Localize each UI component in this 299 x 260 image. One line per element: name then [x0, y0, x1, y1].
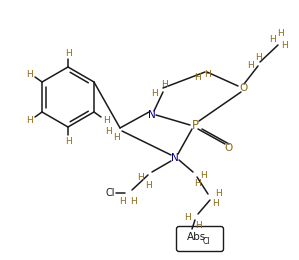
Text: H: H — [65, 136, 71, 146]
Text: H: H — [105, 127, 111, 135]
Text: H: H — [104, 115, 110, 125]
Text: H: H — [161, 80, 167, 88]
Text: H: H — [194, 179, 200, 187]
Text: H: H — [145, 180, 151, 190]
Text: H: H — [247, 61, 253, 69]
Text: Cl: Cl — [105, 188, 115, 198]
Text: Cl: Cl — [202, 237, 210, 245]
Text: N: N — [171, 153, 179, 163]
Text: H: H — [200, 171, 206, 179]
FancyBboxPatch shape — [176, 226, 223, 251]
Text: Abs: Abs — [187, 232, 207, 242]
Text: P: P — [191, 119, 199, 132]
Text: H: H — [119, 198, 125, 206]
Text: H: H — [282, 41, 288, 49]
Text: H: H — [195, 222, 201, 231]
Text: O: O — [239, 83, 247, 93]
Text: H: H — [65, 49, 71, 57]
Text: O: O — [224, 143, 232, 153]
Text: H: H — [278, 29, 284, 37]
Text: N: N — [148, 110, 156, 120]
Text: H: H — [113, 133, 119, 142]
Text: H: H — [204, 69, 210, 79]
Text: H: H — [255, 53, 261, 62]
Text: H: H — [151, 88, 157, 98]
Text: H: H — [137, 173, 144, 183]
Text: H: H — [270, 35, 276, 43]
Text: H: H — [215, 188, 221, 198]
Text: H: H — [26, 69, 32, 79]
Text: H: H — [212, 198, 218, 207]
Text: H: H — [130, 198, 136, 206]
Text: H: H — [26, 115, 32, 125]
Text: H: H — [194, 73, 200, 81]
Text: H: H — [184, 213, 190, 223]
